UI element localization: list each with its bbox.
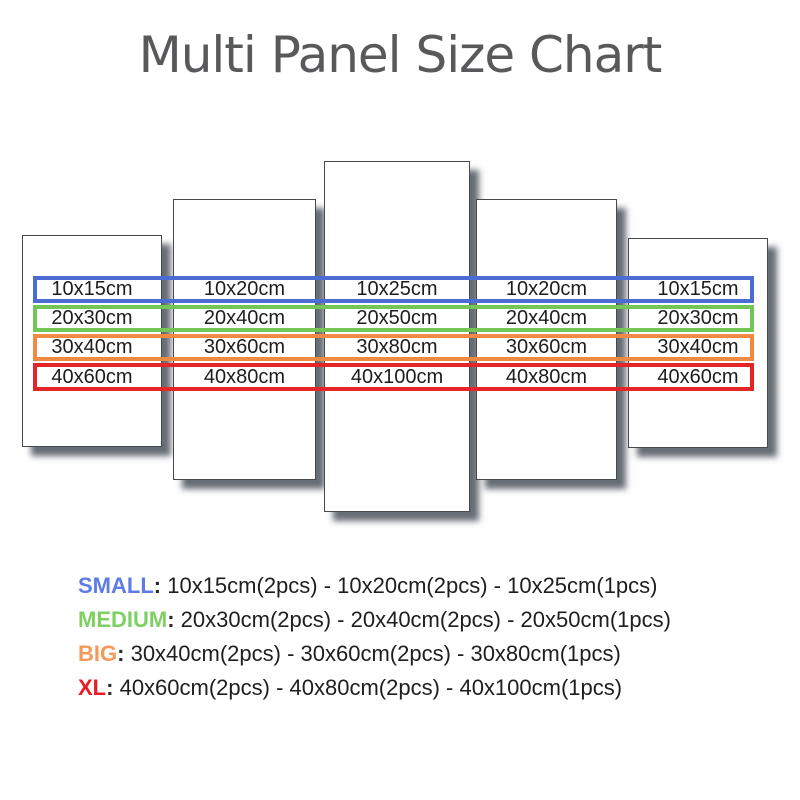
size-cell-medium-panel1: 20x30cm — [51, 307, 133, 329]
size-cell-small-panel1: 10x15cm — [51, 278, 133, 300]
legend-separator: : — [106, 675, 120, 700]
canvas-panel-5 — [628, 238, 768, 448]
size-cell-medium-panel2: 20x40cm — [203, 307, 286, 329]
size-band-xl — [33, 363, 754, 391]
size-cell-xl-panel3: 40x100cm — [350, 366, 444, 388]
size-cell-big-panel1: 30x40cm — [51, 336, 133, 358]
legend-row-medium: MEDIUM: 20x30cm(2pcs) - 20x40cm(2pcs) - … — [78, 603, 671, 637]
legend-label-xl: XL — [78, 675, 107, 700]
legend-sizes-big: 30x40cm(2pcs) - 30x60cm(2pcs) - 30x80cm(… — [130, 641, 621, 666]
size-cell-big-panel5: 30x40cm — [657, 336, 739, 358]
size-cell-big-panel4: 30x60cm — [505, 336, 588, 358]
legend-sizes-xl: 40x60cm(2pcs) - 40x80cm(2pcs) - 40x100cm… — [119, 675, 623, 700]
legend-label-big: BIG — [78, 641, 118, 666]
size-band-small — [33, 276, 754, 303]
page-title: Multi Panel Size Chart — [138, 26, 663, 84]
size-cell-xl-panel5: 40x60cm — [657, 366, 739, 388]
canvas-panel-2 — [173, 199, 316, 480]
size-cell-medium-panel5: 20x30cm — [657, 307, 739, 329]
size-cell-medium-panel4: 20x40cm — [505, 307, 588, 329]
legend-separator: : — [117, 641, 131, 666]
size-cell-xl-panel4: 40x80cm — [505, 366, 588, 388]
legend-row-big: BIG: 30x40cm(2pcs) - 30x60cm(2pcs) - 30x… — [78, 637, 671, 671]
size-cell-xl-panel1: 40x60cm — [51, 366, 133, 388]
size-cell-small-panel5: 10x15cm — [657, 278, 739, 300]
size-cell-xl-panel2: 40x80cm — [203, 366, 286, 388]
legend-label-medium: MEDIUM — [78, 607, 168, 632]
legend-row-xl: XL: 40x60cm(2pcs) - 40x80cm(2pcs) - 40x1… — [78, 671, 671, 705]
legend-separator: : — [167, 607, 181, 632]
size-cell-small-panel4: 10x20cm — [505, 278, 588, 300]
size-cell-big-panel3: 30x80cm — [356, 336, 438, 358]
size-cell-small-panel3: 10x25cm — [356, 278, 438, 300]
size-band-big — [33, 334, 754, 361]
size-legend: SMALL: 10x15cm(2pcs) - 10x20cm(2pcs) - 1… — [78, 569, 671, 705]
size-cell-medium-panel3: 20x50cm — [356, 307, 438, 329]
legend-sizes-medium: 20x30cm(2pcs) - 20x40cm(2pcs) - 20x50cm(… — [180, 607, 671, 632]
canvas-panel-1 — [22, 235, 162, 447]
legend-label-small: SMALL — [78, 573, 154, 598]
legend-row-small: SMALL: 10x15cm(2pcs) - 10x20cm(2pcs) - 1… — [78, 569, 671, 603]
size-cell-small-panel2: 10x20cm — [203, 278, 286, 300]
size-cell-big-panel2: 30x60cm — [203, 336, 286, 358]
canvas-panel-4 — [476, 199, 617, 480]
size-band-medium — [33, 305, 754, 332]
legend-separator: : — [153, 573, 168, 598]
legend-sizes-small: 10x15cm(2pcs) - 10x20cm(2pcs) - 10x25cm(… — [167, 573, 658, 598]
